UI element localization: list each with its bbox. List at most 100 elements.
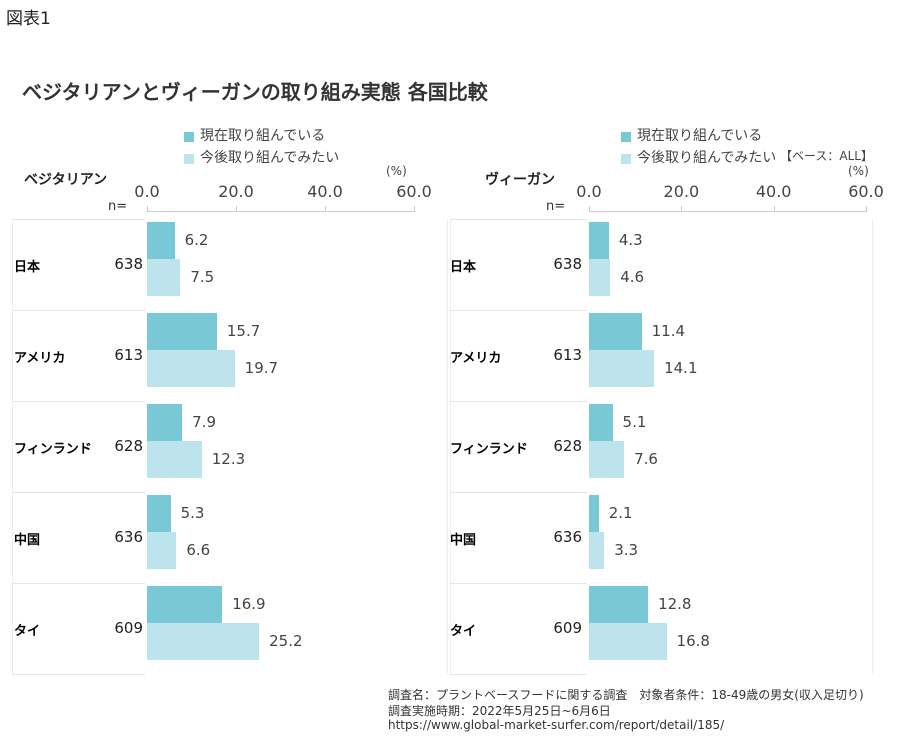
bar-future bbox=[147, 532, 177, 569]
row-separator bbox=[12, 492, 145, 493]
unit-label: (%) bbox=[386, 164, 407, 178]
row-separator bbox=[450, 310, 587, 311]
category-label: 日本 bbox=[450, 260, 477, 275]
sample-size: 609 bbox=[553, 619, 582, 637]
data-label: 19.7 bbox=[244, 359, 279, 377]
data-label: 15.7 bbox=[226, 322, 261, 340]
category-label: アメリカ bbox=[14, 351, 66, 366]
data-label: 7.9 bbox=[192, 413, 216, 431]
category-label: アメリカ bbox=[450, 351, 502, 366]
category-label: フィンランド bbox=[450, 442, 528, 457]
sample-size: 609 bbox=[114, 619, 143, 637]
row-separator bbox=[450, 674, 587, 675]
bar-current bbox=[589, 222, 609, 259]
row-separator bbox=[450, 401, 587, 402]
category-label: フィンランド bbox=[14, 442, 92, 457]
data-label: 16.8 bbox=[676, 632, 710, 650]
frame-left bbox=[12, 219, 13, 674]
figure-label: 図表1 bbox=[6, 9, 51, 29]
sample-size: 638 bbox=[553, 255, 582, 273]
data-label: 4.3 bbox=[618, 231, 643, 249]
base-note: 【ベース：ALL】 bbox=[780, 149, 873, 163]
x-tick-label: 0.0 bbox=[134, 182, 160, 201]
sample-size: 613 bbox=[553, 346, 582, 364]
data-label: 5.3 bbox=[180, 504, 205, 522]
x-tick-label: 20.0 bbox=[663, 182, 700, 201]
bar-future bbox=[589, 441, 625, 478]
n-label: n= bbox=[108, 199, 128, 214]
row-separator bbox=[450, 219, 587, 220]
x-tick-label: 0.0 bbox=[576, 182, 602, 201]
data-label: 12.8 bbox=[658, 595, 692, 613]
category-label: 中国 bbox=[450, 533, 477, 548]
row-separator bbox=[12, 674, 145, 675]
bar-future bbox=[147, 350, 235, 387]
legend-swatch-current bbox=[621, 132, 631, 142]
category-label: 日本 bbox=[14, 260, 41, 275]
x-axis-tick bbox=[236, 206, 237, 212]
data-label: 25.2 bbox=[269, 632, 303, 650]
sample-size: 638 bbox=[114, 255, 143, 273]
footer-period: 調査実施時期：2022年5月25日~6月6日 bbox=[388, 704, 611, 718]
data-label: 6.2 bbox=[184, 231, 209, 249]
x-tick-label: 40.0 bbox=[307, 182, 343, 201]
x-tick-label: 20.0 bbox=[218, 182, 254, 201]
bar-future bbox=[147, 441, 202, 478]
bar-current bbox=[589, 404, 613, 441]
panel-title: ヴィーガン bbox=[485, 172, 555, 188]
bar-current bbox=[589, 313, 642, 350]
category-label: タイ bbox=[450, 624, 477, 639]
bar-future bbox=[147, 623, 260, 660]
category-label: タイ bbox=[14, 624, 41, 639]
n-label: n= bbox=[546, 199, 566, 214]
sample-size: 636 bbox=[114, 528, 143, 546]
sample-size: 636 bbox=[553, 528, 582, 546]
legend-swatch-current bbox=[184, 132, 194, 142]
bar-future bbox=[589, 350, 655, 387]
x-axis-tick bbox=[589, 206, 590, 212]
bar-future bbox=[147, 259, 181, 296]
sample-size: 628 bbox=[114, 437, 143, 455]
x-axis-tick bbox=[325, 206, 326, 212]
row-separator bbox=[450, 583, 587, 584]
bar-current bbox=[147, 586, 223, 623]
data-label: 16.9 bbox=[232, 595, 266, 613]
chart-title: ベジタリアンとヴィーガンの取り組み実態 各国比較 bbox=[22, 80, 488, 104]
x-axis-tick bbox=[866, 206, 867, 212]
x-axis-tick bbox=[414, 206, 415, 212]
legend-swatch-future bbox=[621, 154, 631, 164]
frame-right bbox=[447, 219, 448, 674]
data-label: 4.6 bbox=[620, 268, 645, 286]
bar-future bbox=[589, 532, 605, 569]
row-separator bbox=[12, 219, 145, 220]
legend-label-future: 今後取り組んでみたい bbox=[200, 150, 340, 166]
data-label: 5.1 bbox=[622, 413, 647, 431]
row-separator bbox=[12, 401, 145, 402]
row-separator bbox=[450, 492, 587, 493]
x-axis-line bbox=[147, 211, 414, 212]
category-label: 中国 bbox=[14, 533, 41, 548]
row-separator bbox=[12, 583, 145, 584]
row-separator bbox=[12, 310, 145, 311]
legend-swatch-future bbox=[184, 154, 194, 164]
bar-future bbox=[589, 259, 611, 296]
data-label: 12.3 bbox=[211, 450, 246, 468]
legend-label-current: 現在取り組んでいる bbox=[200, 128, 326, 144]
bar-current bbox=[589, 586, 649, 623]
footer-url: https://www.global-market-surfer.com/rep… bbox=[388, 718, 725, 732]
x-axis-tick bbox=[147, 206, 148, 212]
bar-current bbox=[589, 495, 599, 532]
unit-label: (%) bbox=[848, 164, 869, 178]
legend-label-current: 現在取り組んでいる bbox=[637, 128, 763, 144]
bar-future bbox=[589, 623, 667, 660]
data-label: 11.4 bbox=[651, 322, 686, 340]
bar-current bbox=[147, 495, 171, 532]
sample-size: 613 bbox=[114, 346, 143, 364]
bar-current bbox=[147, 313, 217, 350]
bar-current bbox=[147, 222, 175, 259]
data-label: 6.6 bbox=[186, 541, 211, 559]
panel-title: ベジタリアン bbox=[24, 172, 108, 188]
data-label: 2.1 bbox=[608, 504, 633, 522]
footer-survey: 調査名：プラントベースフードに関する調査 対象者条件：18-49歳の男女(収入足… bbox=[388, 688, 864, 702]
